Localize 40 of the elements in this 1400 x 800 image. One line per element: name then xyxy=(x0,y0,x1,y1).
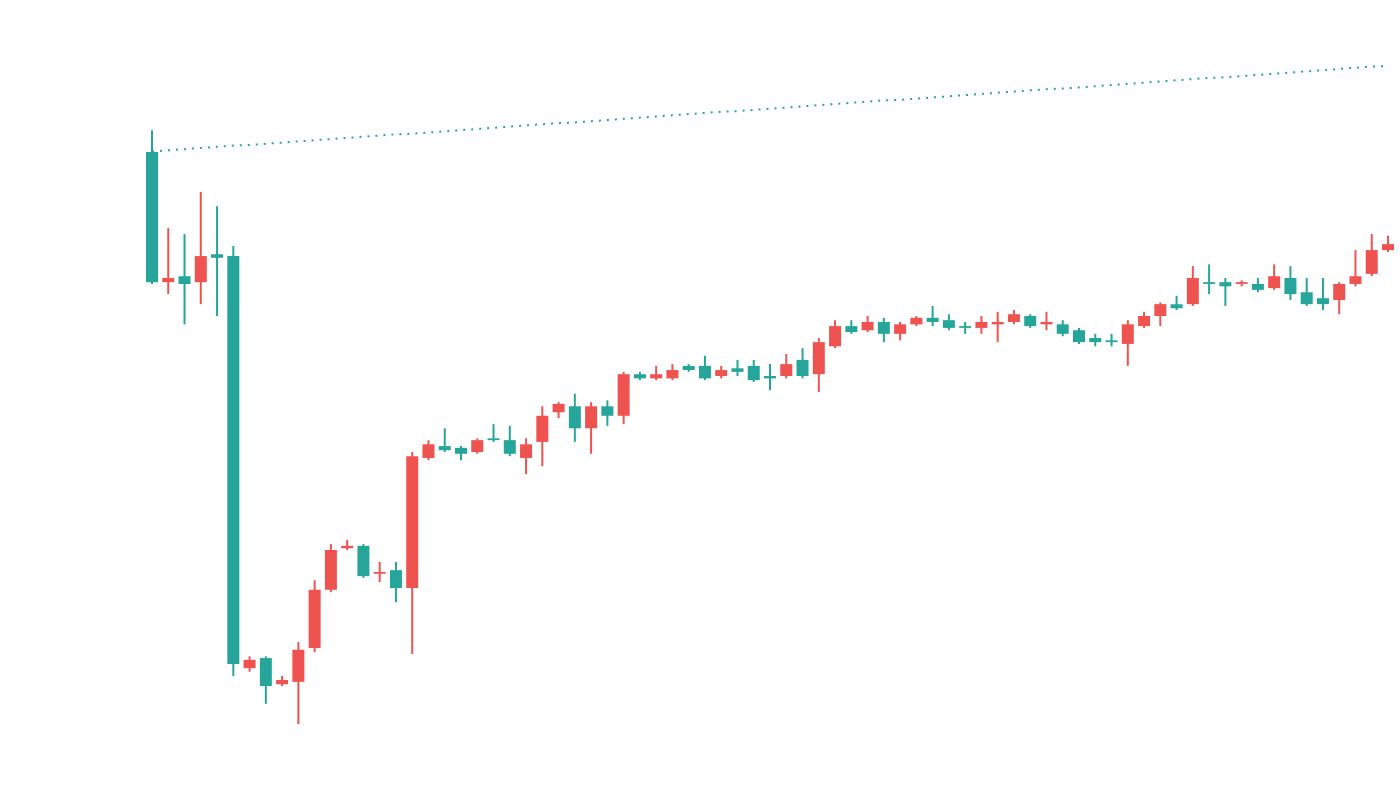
candlestick xyxy=(1219,277,1232,307)
candlestick xyxy=(877,316,890,344)
candlestick xyxy=(1154,301,1167,328)
candlestick xyxy=(292,641,305,725)
candlestick xyxy=(617,370,630,426)
candlestick xyxy=(747,358,760,383)
candlestick xyxy=(373,560,386,584)
candlestick xyxy=(568,392,581,443)
candlestick xyxy=(1349,249,1362,288)
candlestick xyxy=(585,401,598,455)
candlestick xyxy=(812,336,825,394)
candlestick xyxy=(1268,263,1281,291)
candlestick xyxy=(796,347,809,380)
candlestick xyxy=(1300,277,1313,307)
candlestick xyxy=(894,320,907,342)
candlestick xyxy=(422,439,435,462)
candlestick xyxy=(389,560,402,604)
candlestick xyxy=(601,399,614,427)
candlestick xyxy=(357,543,370,579)
candlestick xyxy=(1316,277,1329,312)
candlestick xyxy=(259,655,272,705)
candlestick xyxy=(503,424,516,458)
candlestick xyxy=(194,190,207,306)
candlestick xyxy=(211,205,224,318)
candlestick xyxy=(926,304,939,328)
candlestick xyxy=(1365,233,1378,278)
candlestick xyxy=(324,543,337,594)
candlestick xyxy=(1186,265,1199,307)
candlestick xyxy=(1284,265,1297,301)
candlestick xyxy=(162,227,175,296)
candlestick xyxy=(1121,319,1134,367)
candlestick xyxy=(438,427,451,454)
candlestick xyxy=(178,233,191,326)
candlestick xyxy=(520,437,533,475)
candlestick xyxy=(829,319,842,350)
candlestick xyxy=(1203,263,1216,296)
candlestick xyxy=(780,353,793,380)
candlestick xyxy=(1333,281,1346,316)
candlestick xyxy=(698,354,711,382)
candlestick xyxy=(536,405,549,468)
